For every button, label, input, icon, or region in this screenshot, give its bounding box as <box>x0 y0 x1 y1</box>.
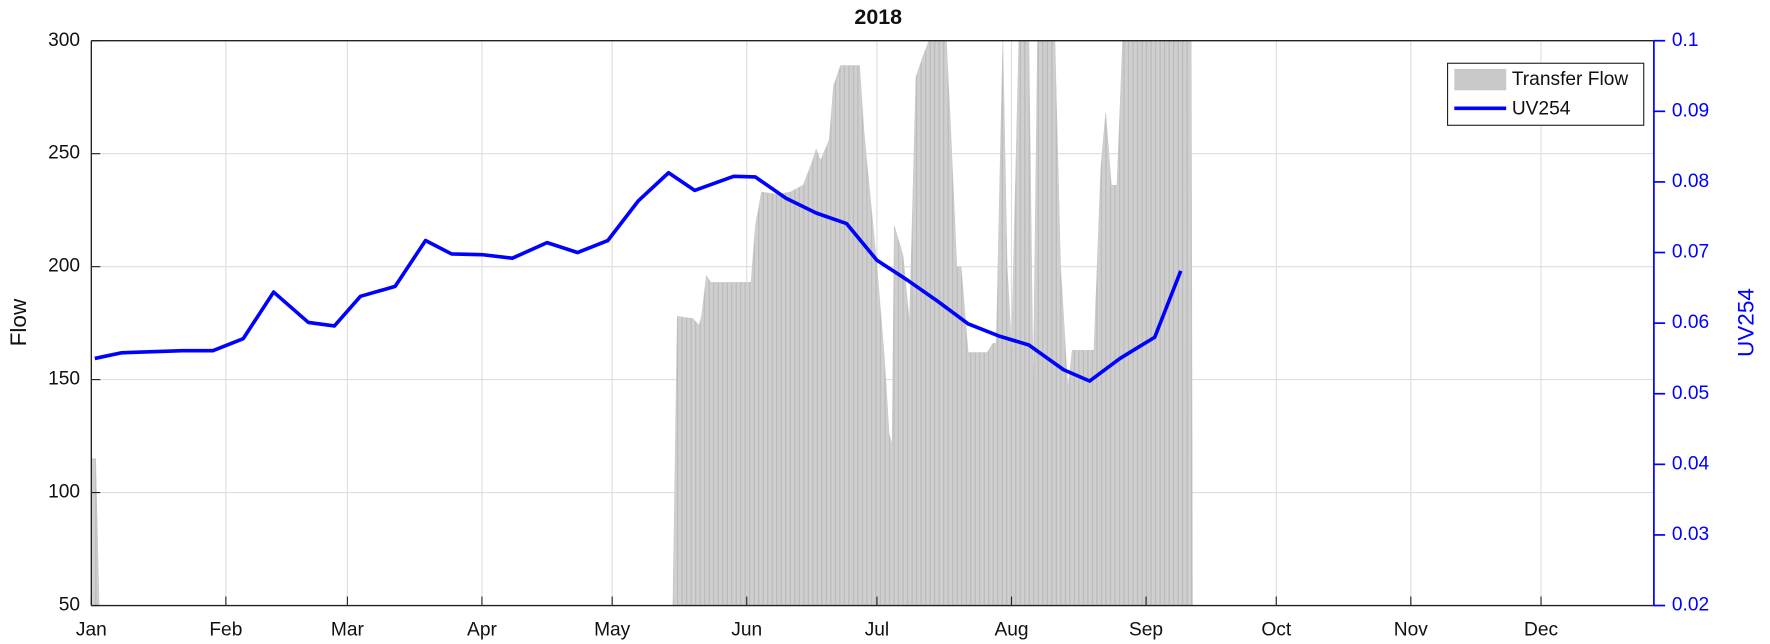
x-tick-label: Oct <box>1261 619 1291 640</box>
x-tick-label: May <box>594 619 631 640</box>
y2-tick-label: 0.03 <box>1672 524 1709 545</box>
x-tick-label: Mar <box>331 619 365 640</box>
legend-swatch <box>1454 68 1507 91</box>
x-tick-label: Apr <box>467 619 497 640</box>
y-tick-label: 150 <box>48 369 80 390</box>
x-tick-label: Feb <box>209 619 242 640</box>
legend-label: Transfer Flow <box>1512 69 1629 90</box>
line <box>94 170 1183 383</box>
y2-axis-label: UV254 <box>1733 288 1758 357</box>
plot-data <box>91 40 1193 606</box>
chart-title: 2018 <box>854 5 902 29</box>
axes: Jan Feb Mar Apr May Jun Jul Aug Sep Oct Nov Dec 50 10… <box>48 30 1709 641</box>
y-tick-label: 100 <box>48 482 80 503</box>
y-tick-label: 300 <box>48 30 80 51</box>
y2-tick-label: 0.09 <box>1672 100 1709 121</box>
x-tick-label: Jul <box>865 619 890 640</box>
y-tick-label: 250 <box>48 143 80 164</box>
y2-tick-label: 0.1 <box>1672 30 1699 51</box>
y2-tick-label: 0.06 <box>1672 312 1709 333</box>
y-tick-label: 200 <box>48 256 80 277</box>
x-tick-label: Jun <box>731 619 762 640</box>
y2-tick-label: 0.07 <box>1672 242 1709 263</box>
area <box>672 40 1193 606</box>
y-tick-label: 50 <box>59 595 80 616</box>
y2-tick-label: 0.08 <box>1672 171 1709 192</box>
x-tick-label: Jan <box>76 619 107 640</box>
x-tick-label: Aug <box>994 619 1028 640</box>
y2-tick-label: 0.05 <box>1672 383 1709 404</box>
area <box>91 458 100 606</box>
x-tick-label: Sep <box>1129 619 1163 640</box>
legend-label: UV254 <box>1512 99 1571 120</box>
x-tick-label: Dec <box>1524 619 1558 640</box>
y-axis-label: Flow <box>6 298 31 346</box>
y2-tick-label: 0.04 <box>1672 453 1710 474</box>
x-tick-label: Nov <box>1394 619 1428 640</box>
legend: Transfer Flow UV254 <box>1447 62 1645 126</box>
y2-tick-label: 0.02 <box>1672 595 1709 616</box>
